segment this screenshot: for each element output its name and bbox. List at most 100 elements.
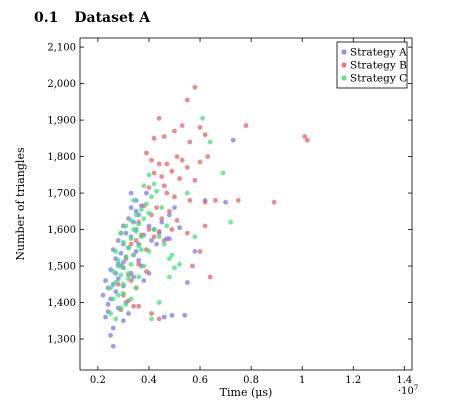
data-point-series-3 [115, 258, 121, 263]
data-point-series-2 [174, 154, 180, 160]
data-point-series-3 [123, 223, 129, 229]
data-point-series-1 [121, 318, 126, 324]
data-point-series-3 [164, 223, 170, 229]
data-point-series-2 [192, 84, 198, 90]
y-tick-label: 1,900 [47, 116, 76, 127]
y-tick-label: 1,800 [47, 152, 76, 163]
section-title: Dataset A [74, 10, 151, 26]
data-point-series-2 [144, 150, 149, 156]
data-point-series-1 [131, 274, 137, 280]
data-point-series-3 [128, 218, 134, 223]
data-point-series-3 [146, 210, 152, 216]
data-point-series-2 [169, 168, 175, 174]
data-point-series-2 [156, 115, 162, 121]
data-point-series-3 [228, 219, 234, 225]
x-axis-multiplier-exponent: 7 [414, 384, 418, 392]
data-point-series-3 [146, 172, 152, 178]
data-point-series-3 [126, 245, 131, 251]
data-point-series-3 [136, 243, 142, 249]
data-point-series-2 [128, 241, 134, 247]
data-point-series-3 [126, 270, 131, 276]
data-point-series-3 [156, 300, 162, 305]
data-point-series-3 [151, 227, 157, 232]
data-point-series-1 [192, 249, 198, 254]
data-point-series-1 [118, 250, 124, 256]
data-point-series-1 [223, 199, 229, 205]
data-point-series-3 [123, 301, 129, 307]
data-point-series-3 [131, 252, 137, 258]
data-point-series-1 [115, 238, 121, 243]
data-point-series-1 [133, 208, 139, 214]
data-point-series-2 [187, 139, 193, 145]
data-point-series-1 [105, 301, 111, 307]
data-point-series-2 [144, 269, 149, 274]
data-point-series-2 [202, 132, 208, 138]
data-point-series-2 [133, 238, 139, 243]
data-point-series-3 [220, 170, 226, 176]
data-point-series-2 [304, 137, 310, 143]
data-point-series-3 [118, 305, 124, 311]
data-point-series-1 [167, 212, 172, 218]
y-tick-label: 1,600 [47, 225, 76, 236]
data-point-series-1 [177, 225, 183, 231]
data-point-series-3 [128, 236, 134, 242]
data-point-series-3 [200, 115, 206, 121]
data-point-series-2 [271, 199, 277, 205]
data-point-series-3 [159, 205, 165, 211]
data-point-series-1 [141, 278, 147, 283]
data-point-series-2 [151, 234, 157, 240]
x-axis-multiplier-base: ·10 [398, 386, 414, 397]
x-tick-label: 0.8 [243, 375, 259, 386]
data-point-series-2 [146, 227, 152, 232]
data-point-series-1 [110, 343, 116, 349]
data-point-series-2 [197, 159, 203, 165]
data-point-series-2 [174, 218, 180, 223]
data-point-series-2 [156, 229, 162, 234]
data-point-series-3 [133, 285, 139, 291]
y-tick-label: 1,400 [47, 298, 76, 309]
data-point-series-2 [184, 97, 190, 103]
data-point-series-3 [131, 198, 137, 203]
data-point-series-2 [207, 274, 213, 280]
data-point-series-2 [161, 134, 167, 139]
data-point-series-1 [172, 205, 177, 211]
data-point-series-2 [179, 123, 185, 128]
data-point-series-1 [100, 292, 106, 298]
data-point-series-2 [187, 198, 193, 203]
data-point-series-3 [177, 261, 183, 267]
data-point-series-1 [182, 312, 188, 318]
data-point-series-3 [108, 311, 113, 316]
data-point-series-2 [149, 311, 154, 316]
data-point-series-3 [115, 263, 121, 269]
data-point-series-2 [190, 263, 195, 269]
data-point-series-1 [159, 219, 165, 225]
data-point-series-1 [126, 311, 131, 316]
data-point-series-3 [133, 229, 139, 234]
data-point-series-1 [154, 241, 160, 247]
section-heading: 0.1 Dataset A [34, 10, 150, 26]
data-point-series-1 [184, 280, 190, 285]
data-point-series-1 [169, 312, 175, 318]
y-tick-label: 1,500 [47, 262, 76, 273]
data-point-series-1 [108, 332, 113, 338]
data-point-series-2 [179, 157, 185, 163]
data-point-series-3 [136, 274, 142, 280]
data-point-series-2 [151, 135, 157, 141]
legend-marker-3 [341, 75, 347, 81]
data-point-series-1 [128, 190, 134, 196]
data-point-series-2 [154, 205, 160, 211]
data-point-series-3 [138, 234, 144, 240]
data-point-series-3 [108, 285, 113, 291]
data-point-series-3 [121, 265, 126, 271]
y-tick-label: 2,000 [47, 79, 76, 90]
data-point-series-2 [156, 316, 162, 322]
data-point-series-2 [167, 208, 172, 214]
data-point-series-2 [164, 190, 170, 196]
data-point-series-2 [302, 134, 308, 139]
data-point-series-2 [159, 174, 165, 180]
data-point-series-1 [136, 258, 142, 263]
data-point-series-1 [103, 278, 108, 283]
data-point-series-1 [123, 230, 129, 236]
data-point-series-2 [161, 238, 167, 243]
